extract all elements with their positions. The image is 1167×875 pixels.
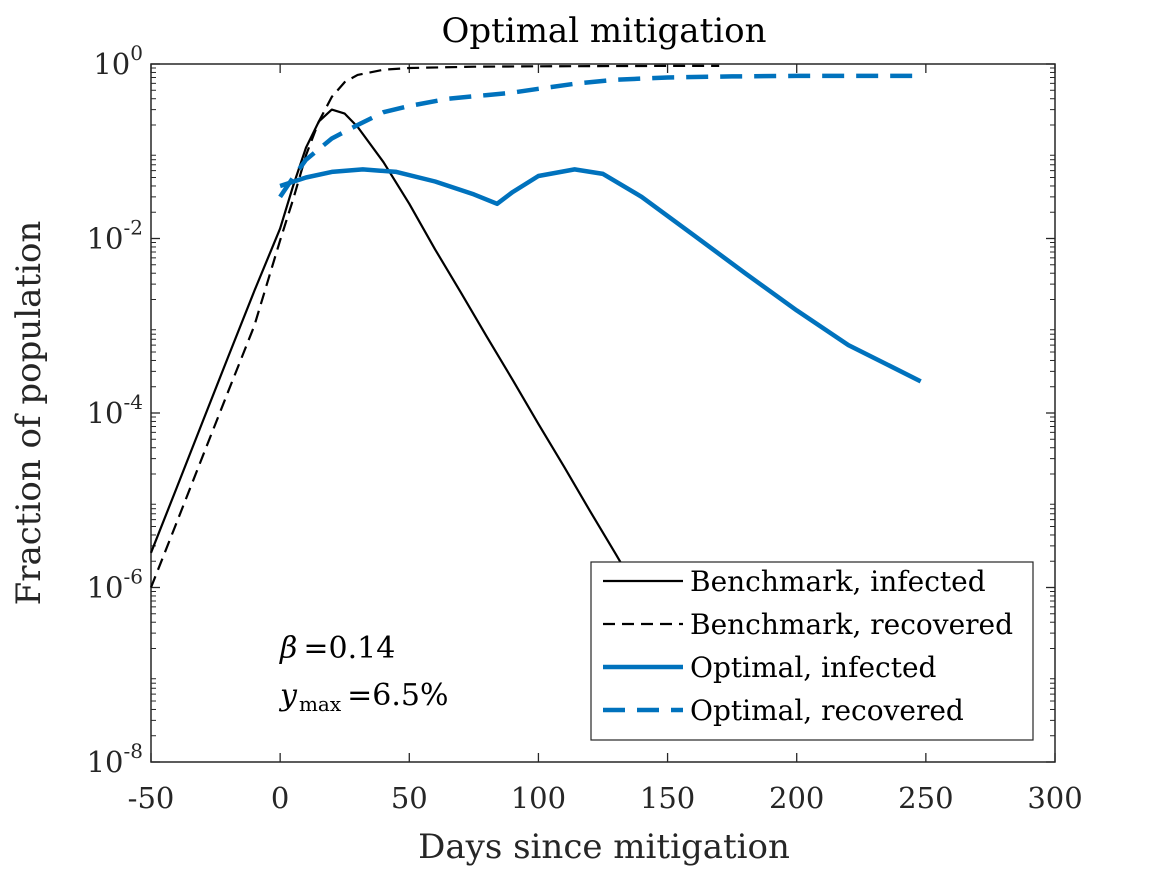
y-tick-label: 10-6 <box>87 565 143 605</box>
y-tick-label: 10-8 <box>87 739 143 779</box>
x-tick-label: 100 <box>511 781 566 815</box>
y-tick-exponent: -2 <box>124 216 143 240</box>
chart-title: Optimal mitigation <box>442 11 767 51</box>
legend-label: Optimal, recovered <box>690 694 964 727</box>
ymax-subscript: max <box>299 692 342 716</box>
y-tick-label: 100 <box>93 41 143 81</box>
y-tick-mantissa: 10 <box>87 571 124 605</box>
beta-symbol: β <box>279 631 297 666</box>
major-ticks <box>150 63 1056 763</box>
series-line-benchmark-recovered <box>149 64 720 588</box>
x-tick-label: 300 <box>1027 781 1082 815</box>
legend: Benchmark, infected Benchmark, recovered O… <box>590 561 1034 741</box>
y-tick-label: 10-4 <box>87 390 143 430</box>
minor-ticks <box>151 67 1055 737</box>
ymax-value: =6.5% <box>347 678 448 713</box>
y-tick-mantissa: 10 <box>87 396 124 430</box>
y-tick-label: 10-2 <box>87 216 143 256</box>
series-line-optimal-infected <box>279 167 922 384</box>
series-line-optimal-recovered <box>278 73 921 199</box>
parameter-annotation: β =0.14 y max =6.5% <box>278 631 448 716</box>
x-tick-label: 50 <box>391 781 428 815</box>
series-layer <box>149 64 922 730</box>
x-axis-label: Days since mitigation <box>418 827 790 867</box>
legend-entries: Benchmark, infected Benchmark, recovered O… <box>603 565 1013 727</box>
beta-annotation: β =0.14 <box>279 631 395 666</box>
legend-box <box>590 561 1034 741</box>
y-tick-mantissa: 10 <box>93 47 130 81</box>
y-tick-exponent: -8 <box>124 739 143 763</box>
ymax-annotation: y max =6.5% <box>278 678 448 716</box>
x-tick-label: 150 <box>640 781 695 815</box>
legend-label: Benchmark, infected <box>690 565 986 598</box>
legend-label: Benchmark, recovered <box>690 608 1013 641</box>
x-tick-labels: -50 0 50 100 150 200 250 300 <box>128 781 1083 815</box>
y-tick-mantissa: 10 <box>87 222 124 256</box>
x-tick-label: 250 <box>898 781 953 815</box>
y-tick-exponent: 0 <box>130 41 143 65</box>
y-tick-mantissa: 10 <box>87 745 124 779</box>
plot-area <box>149 63 1056 763</box>
y-axis-label: Fraction of population <box>9 221 49 606</box>
x-tick-label: 0 <box>271 781 289 815</box>
x-tick-label: 200 <box>769 781 824 815</box>
legend-label: Optimal, infected <box>690 651 937 684</box>
y-tick-exponent: -6 <box>124 565 143 589</box>
ymax-symbol: y <box>278 678 298 713</box>
beta-value: =0.14 <box>303 631 395 666</box>
x-tick-label: -50 <box>128 781 175 815</box>
y-tick-exponent: -4 <box>124 390 143 414</box>
series-line-benchmark-infected <box>149 108 721 730</box>
